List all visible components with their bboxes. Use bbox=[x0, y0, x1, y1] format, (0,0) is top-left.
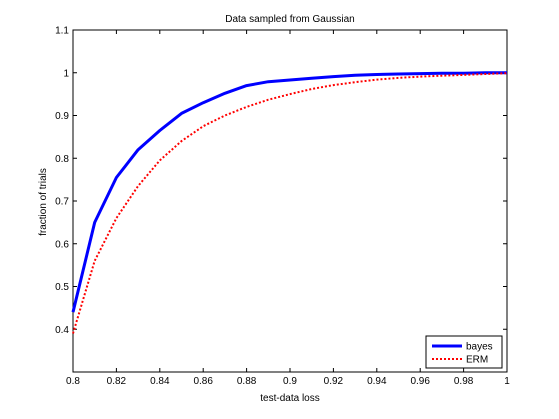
y-tick-label: 0.5 bbox=[55, 282, 69, 293]
x-tick-label: 0.88 bbox=[237, 376, 257, 387]
y-tick-label: 0.4 bbox=[55, 325, 69, 336]
legend-label-erm: ERM bbox=[466, 355, 488, 366]
x-tick-label: 0.84 bbox=[150, 376, 170, 387]
y-tick-label: 0.6 bbox=[55, 239, 69, 250]
x-axis-label: test-data loss bbox=[260, 393, 319, 404]
y-tick-label: 1 bbox=[63, 68, 69, 79]
x-tick-label: 1 bbox=[504, 376, 510, 387]
y-tick-label: 0.9 bbox=[55, 111, 69, 122]
chart-title: Data sampled from Gaussian bbox=[225, 14, 355, 25]
x-tick-label: 0.94 bbox=[367, 376, 387, 387]
legend: bayes ERM bbox=[425, 335, 503, 369]
y-tick-label: 0.8 bbox=[55, 154, 69, 165]
y-tick-label: 1.1 bbox=[55, 26, 69, 37]
x-tick-label: 0.96 bbox=[410, 376, 430, 387]
legend-label-bayes: bayes bbox=[466, 342, 493, 353]
x-tick-label: 0.86 bbox=[193, 376, 213, 387]
x-tick-label: 0.9 bbox=[283, 376, 297, 387]
x-tick-label: 0.82 bbox=[107, 376, 127, 387]
series-line-bayes bbox=[71, 71, 507, 313]
x-tick-label: 0.98 bbox=[454, 376, 474, 387]
x-tick-label: 0.8 bbox=[66, 376, 80, 387]
y-tick-label: 0.7 bbox=[55, 197, 69, 208]
series-line-erm bbox=[72, 72, 508, 334]
y-axis-label: fraction of trials bbox=[38, 168, 49, 236]
axis-ticks: 0.8 0.82 0.84 0.86 0.88 0.9 0.92 0.94 0.96 0.98 1 0… bbox=[55, 26, 510, 388]
series-layer bbox=[71, 71, 508, 334]
plot-area bbox=[72, 29, 508, 373]
x-tick-label: 0.92 bbox=[324, 376, 344, 387]
legend-box bbox=[425, 335, 503, 369]
